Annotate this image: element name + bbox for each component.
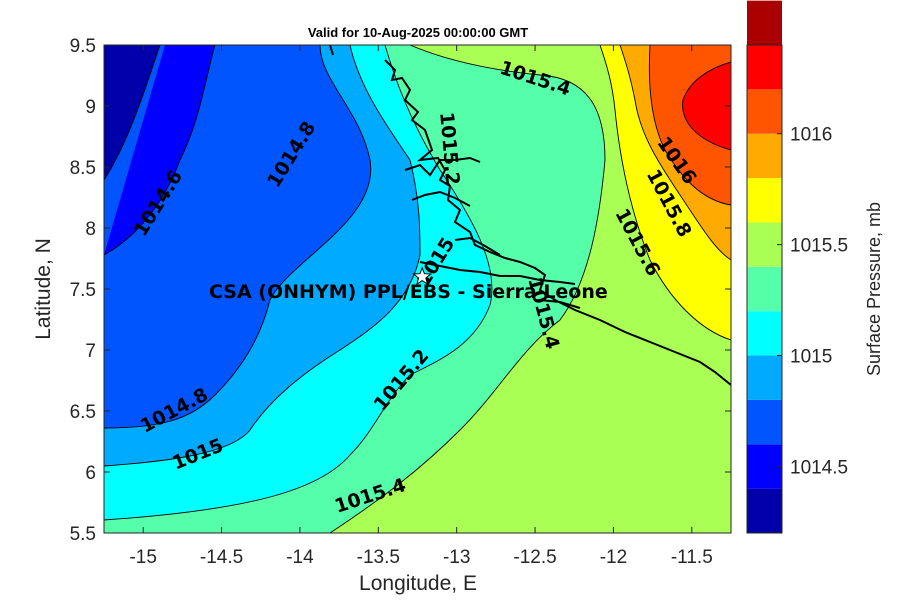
y-axis-label: Latitude, N <box>32 238 55 340</box>
x-tick-label: -11.5 <box>671 547 713 568</box>
x-tick-label: -12 <box>600 547 627 568</box>
y-tick-label: 7.5 <box>70 280 96 301</box>
colorbar-swatch <box>747 444 782 489</box>
x-axis-label: Longitude, E <box>359 572 477 595</box>
colorbar-tick-label: 1015.5 <box>790 236 848 257</box>
x-tick-label: -13.5 <box>357 547 400 568</box>
y-tick-label: 5.5 <box>70 524 96 545</box>
x-tick-label: -15 <box>129 547 156 568</box>
y-tick-label: 6.5 <box>70 402 96 423</box>
x-tick-label: -13 <box>443 547 470 568</box>
x-axis: -15 -14.5 -14 -13.5 -13 -12.5 -12 -11.5 <box>129 45 713 568</box>
coastline <box>329 45 731 386</box>
colorbar-swatch <box>747 222 782 267</box>
x-tick-label: -14 <box>286 547 314 568</box>
band-below-1014-4 <box>104 45 160 180</box>
colorbar-frame <box>746 44 783 534</box>
colorbar-tick-label: 1015 <box>790 347 832 368</box>
band-1014-4-1014-6 <box>104 45 215 255</box>
x-tick-label: -12.5 <box>513 547 556 568</box>
colorbar-swatch <box>747 89 782 134</box>
y-tick-label: 9 <box>85 97 96 118</box>
colorbar-swatch <box>747 266 782 312</box>
y-tick-label: 6 <box>85 463 96 484</box>
colorbar: 1014.5 1015 1015.5 1016 <box>746 0 848 534</box>
y-tick-label: 8 <box>85 219 96 240</box>
band-1016-2-1016-4 <box>682 62 731 150</box>
contour-lines <box>104 45 731 533</box>
colorbar-swatch <box>747 133 782 179</box>
site-marker-group: CSA (ONHYM) PPL/EBS - Sierra Leone <box>209 266 608 303</box>
y-tick-label: 7 <box>85 341 96 362</box>
colorbar-tick-label: 1016 <box>790 125 832 146</box>
colorbar-tick-label: 1014.5 <box>790 457 848 478</box>
colorbar-swatch <box>747 45 782 90</box>
colorbar-swatch <box>747 488 782 533</box>
y-tick-label: 9.5 <box>70 36 96 57</box>
colorbar-swatch <box>747 311 782 356</box>
colorbar-label: Surface Pressure, mb <box>864 202 884 376</box>
colorbar-swatch <box>747 178 782 223</box>
y-tick-label: 8.5 <box>70 158 96 179</box>
colorbar-swatch <box>747 355 782 400</box>
colorbar-swatch <box>747 399 782 445</box>
x-tick-label: -14.5 <box>200 547 243 568</box>
colorbar-swatch <box>747 0 782 45</box>
chart-title: Valid for 10-Aug-2025 00:00:00 GMT <box>308 25 528 40</box>
site-star-icon <box>412 266 433 286</box>
y-axis: 5.5 6 6.5 7 7.5 8 8.5 9 9.5 <box>70 36 731 545</box>
plot-area <box>104 45 731 533</box>
site-label: CSA (ONHYM) PPL/EBS - Sierra Leone <box>209 281 608 303</box>
